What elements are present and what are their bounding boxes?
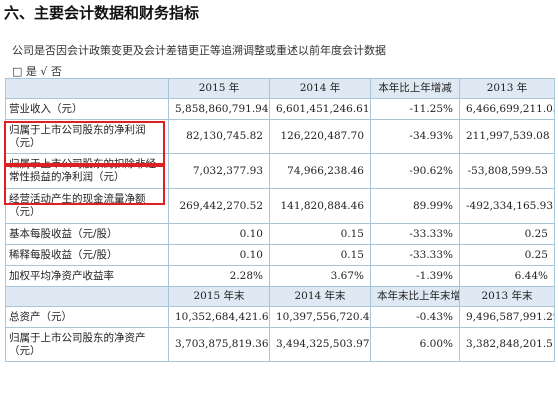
value-cell: 2.28% [168, 265, 270, 287]
header-cell: 2015 年 [168, 78, 270, 99]
row-label: 经营活动产生的现金流量净额（元） [5, 188, 169, 224]
header-cell: 2013 年 [459, 78, 555, 99]
value-cell: 211,997,539.08 [459, 119, 555, 154]
row-label: 归属于上市公司股东的净利润（元） [5, 119, 169, 154]
row-label: 归属于上市公司股东的净资产（元） [5, 327, 169, 362]
header-cell: 本年末比上年末增减 [370, 286, 460, 307]
table-row: 营业收入（元） 5,858,860,791.94 6,601,451,246.6… [5, 98, 555, 120]
change-cell: -33.33% [370, 244, 460, 266]
value-cell: 3,494,325,503.97 [269, 327, 371, 362]
value-cell: 0.15 [269, 244, 371, 266]
change-cell: 6.00% [370, 327, 460, 362]
value-cell: 6,601,451,246.61 [269, 98, 371, 120]
row-label: 加权平均净资产收益率 [5, 265, 169, 287]
restatement-answer: □ 是 √ 否 [12, 65, 62, 78]
header-cell [5, 286, 169, 307]
header-cell: 2015 年末 [168, 286, 270, 307]
row-label: 总资产（元） [5, 306, 169, 328]
table-row: 归属于上市公司股东的扣除非经常性损益的净利润（元） 7,032,377.93 7… [5, 153, 555, 189]
header-cell: 本年比上年增减 [370, 78, 460, 99]
value-cell: 10,352,684,421.68 [168, 306, 270, 328]
table-row: 加权平均净资产收益率 2.28% 3.67% -1.39% 6.44% [5, 265, 555, 287]
value-cell: 3,382,848,201.51 [459, 327, 555, 362]
value-cell: 10,397,556,720.41 [269, 306, 371, 328]
change-cell: 89.99% [370, 188, 460, 224]
row-label: 营业收入（元） [5, 98, 169, 120]
table-row: 基本每股收益（元/股） 0.10 0.15 -33.33% 0.25 [5, 223, 555, 245]
change-cell: -11.25% [370, 98, 460, 120]
table-row: 经营活动产生的现金流量净额（元） 269,442,270.52 141,820,… [5, 188, 555, 224]
value-cell: 0.10 [168, 223, 270, 245]
value-cell: 141,820,884.46 [269, 188, 371, 224]
value-cell: 6,466,699,211.03 [459, 98, 555, 120]
change-cell: -33.33% [370, 223, 460, 245]
header-cell: 2013 年末 [459, 286, 555, 307]
value-cell: 269,442,270.52 [168, 188, 270, 224]
change-cell: -90.62% [370, 153, 460, 189]
value-cell: 5,858,860,791.94 [168, 98, 270, 120]
value-cell: 82,130,745.82 [168, 119, 270, 154]
row-label: 基本每股收益（元/股） [5, 223, 169, 245]
table-header-row: 2015 年末 2014 年末 本年末比上年末增减 2013 年末 [5, 286, 555, 307]
financial-data-table: 2015 年 2014 年 本年比上年增减 2013 年 营业收入（元） 5,8… [5, 78, 555, 362]
table-header-row: 2015 年 2014 年 本年比上年增减 2013 年 [5, 78, 555, 99]
value-cell: 0.25 [459, 223, 555, 245]
value-cell: -492,334,165.93 [459, 188, 555, 224]
section-title: 六、主要会计数据和财务指标 [4, 4, 200, 22]
value-cell: 0.15 [269, 223, 371, 245]
value-cell: -53,808,599.53 [459, 153, 555, 189]
value-cell: 3.67% [269, 265, 371, 287]
table-row: 稀释每股收益（元/股） 0.10 0.15 -33.33% 0.25 [5, 244, 555, 266]
value-cell: 3,703,875,819.36 [168, 327, 270, 362]
change-cell: -0.43% [370, 306, 460, 328]
value-cell: 0.10 [168, 244, 270, 266]
value-cell: 0.25 [459, 244, 555, 266]
row-label: 归属于上市公司股东的扣除非经常性损益的净利润（元） [5, 153, 169, 189]
value-cell: 7,032,377.93 [168, 153, 270, 189]
change-cell: -1.39% [370, 265, 460, 287]
value-cell: 74,966,238.46 [269, 153, 371, 189]
table-row: 归属于上市公司股东的净利润（元） 82,130,745.82 126,220,4… [5, 119, 555, 154]
row-label: 稀释每股收益（元/股） [5, 244, 169, 266]
value-cell: 9,496,587,991.29 [459, 306, 555, 328]
table-row: 总资产（元） 10,352,684,421.68 10,397,556,720.… [5, 306, 555, 328]
table-row: 归属于上市公司股东的净资产（元） 3,703,875,819.36 3,494,… [5, 327, 555, 362]
restatement-question: 公司是否因会计政策变更及会计差错更正等追溯调整或重述以前年度会计数据 [12, 44, 386, 57]
header-cell: 2014 年末 [269, 286, 371, 307]
header-cell: 2014 年 [269, 78, 371, 99]
value-cell: 6.44% [459, 265, 555, 287]
value-cell: 126,220,487.70 [269, 119, 371, 154]
change-cell: -34.93% [370, 119, 460, 154]
header-cell [5, 78, 169, 99]
